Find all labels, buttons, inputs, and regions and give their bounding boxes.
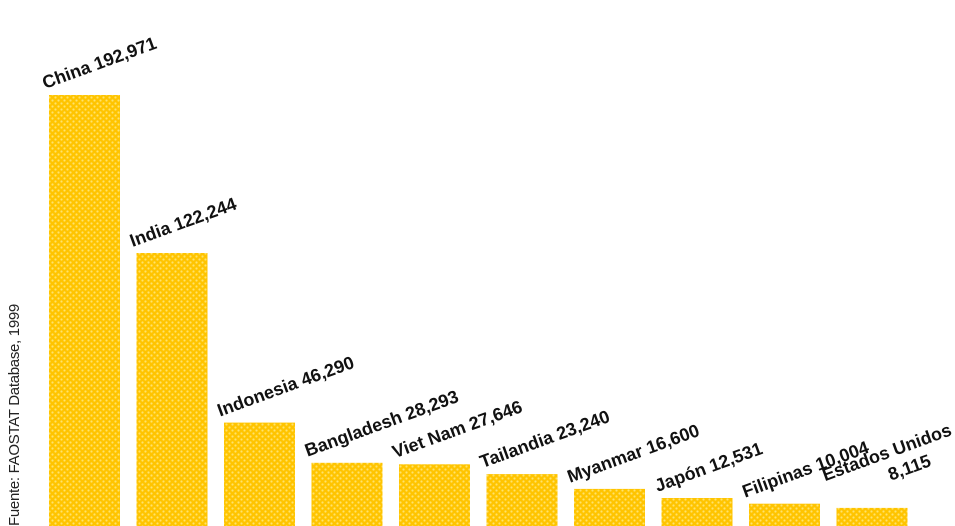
bar-myanmar xyxy=(574,488,645,526)
bars-layer xyxy=(49,95,908,526)
bar-estados-unidos xyxy=(836,507,908,526)
bar-label: Estados Unidos8,115 xyxy=(820,420,955,506)
bar-jap-n xyxy=(661,498,733,526)
bar-label: China 192,971 xyxy=(40,33,160,93)
bar-viet-nam xyxy=(399,464,470,526)
bar-label: Indonesia 46,290 xyxy=(215,352,357,420)
bar-china xyxy=(49,95,120,526)
bar-label: Bangladesh 28,293 xyxy=(302,386,461,460)
bar-bangladesh xyxy=(311,462,383,526)
bar-filipinas xyxy=(749,503,820,526)
bar-india xyxy=(136,253,208,526)
bar-indonesia xyxy=(224,422,295,526)
bar-label: India 122,244 xyxy=(127,194,239,251)
source-note: Fuente: FAOSTAT Database, 1999 xyxy=(6,304,23,526)
bar-tailandia xyxy=(486,474,558,526)
